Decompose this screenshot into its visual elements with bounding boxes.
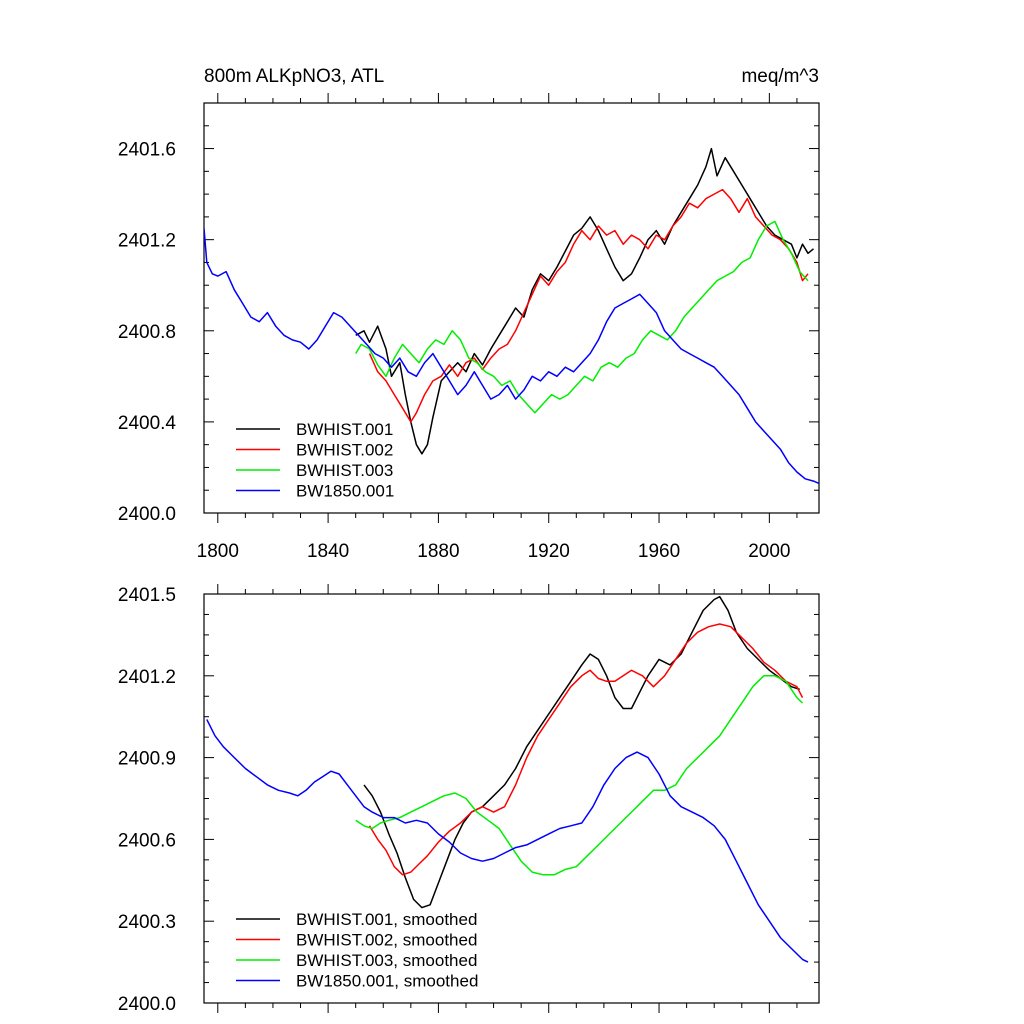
series-line-bw1850-001-smoothed <box>206 719 809 963</box>
x-tick-label: 1800 <box>197 541 239 562</box>
series-line-bwhist-001 <box>355 147 814 455</box>
legend-label: BWHIST.002, smoothed <box>296 931 477 950</box>
x-tick-label: 1840 <box>307 541 349 562</box>
y-tick-label: 2400.0 <box>118 504 176 525</box>
x-tick-label: 1960 <box>638 541 680 562</box>
x-tick-label: 1880 <box>417 541 459 562</box>
series-line-bwhist-003-smoothed <box>355 675 804 876</box>
y-tick-label: 2400.8 <box>118 322 176 343</box>
y-tick-label: 2401.5 <box>118 585 176 606</box>
y-tick-label: 2400.9 <box>118 749 176 770</box>
series-line-bwhist-002-smoothed <box>368 623 804 876</box>
y-tick-label: 2401.2 <box>118 667 176 688</box>
series-line-bwhist-001-smoothed <box>363 595 800 909</box>
legend-label: BW1850.001, smoothed <box>296 972 478 991</box>
legend-label: BW1850.001 <box>296 482 394 501</box>
y-tick-label: 2400.0 <box>118 994 176 1015</box>
smoothed-panel: 2400.0 2400.3 2400.6 2400.9 2401.2 2401.5 BWHI… <box>118 584 820 1015</box>
y-tick-label: 2401.2 <box>118 231 176 252</box>
figure-title: 800m ALKpNO3, ATL <box>204 66 384 87</box>
raw-panel: 1800 1840 1880 1920 1960 2000 2400.0 2400.4 2400… <box>118 93 820 562</box>
legend-label: BWHIST.001 <box>296 420 393 439</box>
y-tick-label: 2401.6 <box>118 140 176 161</box>
series-line-bwhist-002 <box>368 188 809 423</box>
x-tick-label: 1920 <box>528 541 570 562</box>
legend-label: BWHIST.003, smoothed <box>296 951 477 970</box>
series-line-bw1850-001 <box>204 228 819 485</box>
x-tick-label: 2000 <box>748 541 790 562</box>
series-line-bwhist-003 <box>355 220 809 414</box>
legend-label: BWHIST.002 <box>296 441 393 460</box>
units-label: meq/m^3 <box>741 66 819 87</box>
legend-label: BWHIST.001, smoothed <box>296 910 477 929</box>
legend-label: BWHIST.003 <box>296 461 393 480</box>
y-tick-label: 2400.4 <box>118 413 177 434</box>
y-tick-label: 2400.3 <box>118 912 176 933</box>
y-tick-label: 2400.6 <box>118 830 176 851</box>
